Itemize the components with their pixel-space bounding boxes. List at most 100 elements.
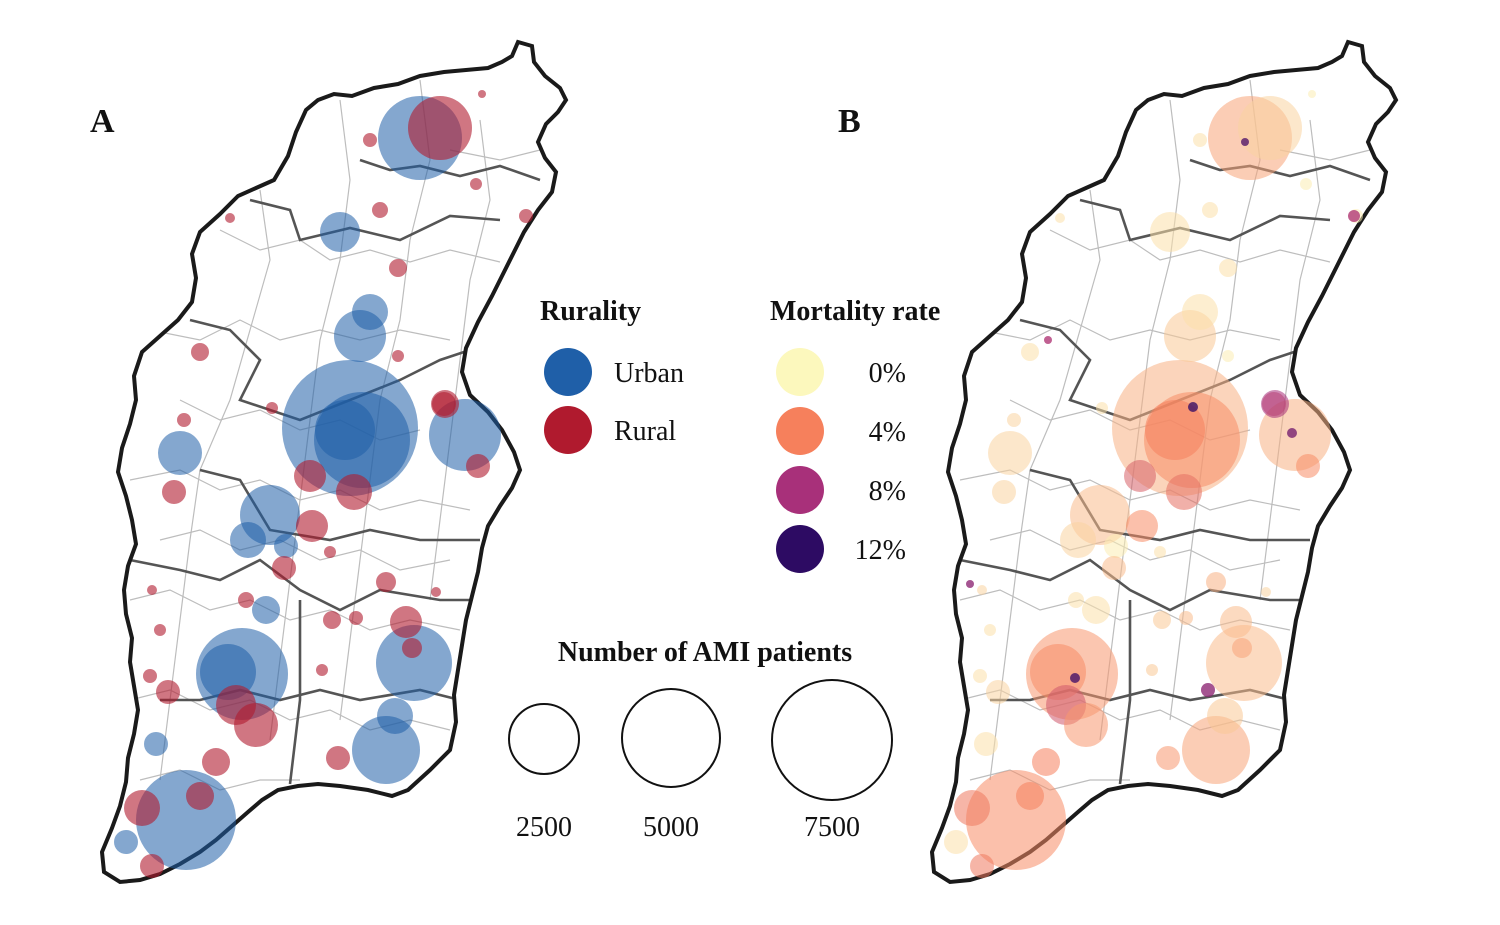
mortality-bubble — [1188, 402, 1198, 412]
legend-mortality-0-label: 0% — [869, 358, 906, 389]
legend-mortality-12-label: 12% — [855, 535, 906, 566]
rural-bubble — [294, 460, 326, 492]
mortality-bubble — [1220, 606, 1252, 638]
bubbles-b — [944, 90, 1363, 878]
urban-bubble — [377, 698, 413, 734]
rural-bubble — [191, 343, 209, 361]
mortality-bubble — [988, 431, 1032, 475]
rural-bubble — [431, 587, 441, 597]
legend-mortality-12-swatch — [776, 525, 824, 573]
panel-label-b: B — [838, 103, 861, 140]
mortality-bubble — [954, 790, 990, 826]
rural-bubble — [372, 202, 388, 218]
mortality-bubble — [1348, 210, 1360, 222]
mortality-bubble — [1262, 392, 1286, 416]
mortality-bubble — [1182, 716, 1250, 784]
mortality-bubble — [1021, 343, 1039, 361]
urban-bubble — [230, 522, 266, 558]
panel-b-map: B — [838, 40, 1398, 884]
rural-bubble — [296, 510, 328, 542]
legend-mortality-8-swatch — [776, 466, 824, 514]
mortality-bubble — [973, 669, 987, 683]
mortality-bubble — [1222, 350, 1234, 362]
urban-bubble — [352, 716, 420, 784]
legend-size-2500-circle — [508, 703, 580, 775]
legend-rurality-title: Rurality — [540, 296, 641, 327]
legend-size-title: Number of AMI patients — [558, 637, 852, 668]
rural-bubble — [238, 592, 254, 608]
rural-bubble — [323, 611, 341, 629]
mortality-bubble — [1044, 336, 1052, 344]
mortality-bubble — [1096, 402, 1108, 414]
mortality-bubble — [1064, 703, 1108, 747]
rural-bubble — [389, 259, 407, 277]
mortality-bubble — [1156, 746, 1180, 770]
urban-bubble — [158, 431, 202, 475]
panel-label-a: A — [90, 103, 115, 140]
legend-size-2500-label: 2500 — [516, 812, 572, 843]
rural-bubble — [349, 611, 363, 625]
mortality-bubble — [1150, 212, 1190, 252]
legend-size-7500-label: 7500 — [804, 812, 860, 843]
legend-mortality-title: Mortality rate — [770, 296, 940, 327]
mortality-bubble — [1201, 683, 1215, 697]
mortality-bubble — [1124, 460, 1156, 492]
mortality-bubble — [1193, 133, 1207, 147]
urban-bubble — [252, 596, 280, 624]
rural-bubble — [177, 413, 191, 427]
rural-bubble — [326, 746, 350, 770]
rural-bubble — [432, 392, 456, 416]
legend-size-5000-label: 5000 — [643, 812, 699, 843]
mortality-bubble — [1232, 638, 1252, 658]
rural-bubble — [140, 854, 164, 878]
rural-bubble — [478, 90, 486, 98]
legend-rural-swatch — [544, 406, 592, 454]
mortality-bubble — [1060, 522, 1096, 558]
rural-bubble — [336, 474, 372, 510]
urban-bubble — [352, 294, 388, 330]
rural-bubble — [266, 402, 278, 414]
mortality-bubble — [1154, 546, 1166, 558]
mortality-bubble — [1102, 556, 1126, 580]
legend-size-5000-circle — [621, 688, 721, 788]
legend-mortality-4-swatch — [776, 407, 824, 455]
mortality-bubble — [1007, 413, 1021, 427]
mortality-bubble — [1300, 178, 1312, 190]
mortality-bubble — [1068, 592, 1084, 608]
legend-urban-swatch — [544, 348, 592, 396]
mortality-bubble — [1179, 611, 1193, 625]
bubbles-a — [114, 90, 533, 878]
rural-bubble — [402, 638, 422, 658]
rural-bubble — [272, 556, 296, 580]
legend-rural-label: Rural — [614, 416, 676, 447]
mortality-bubble — [986, 680, 1010, 704]
rural-bubble — [156, 680, 180, 704]
rural-bubble — [519, 209, 533, 223]
mortality-bubble — [974, 732, 998, 756]
legend-mortality-0-swatch — [776, 348, 824, 396]
rural-bubble — [466, 454, 490, 478]
mortality-bubble — [1104, 534, 1128, 558]
urban-bubble — [114, 830, 138, 854]
mortality-bubble — [1126, 510, 1158, 542]
mortality-bubble — [1055, 213, 1065, 223]
mortality-bubble — [1146, 664, 1158, 676]
rural-bubble — [234, 703, 278, 747]
mortality-bubble — [1207, 698, 1243, 734]
mortality-bubble — [1016, 782, 1044, 810]
rural-bubble — [154, 624, 166, 636]
mortality-bubble — [1145, 400, 1205, 460]
mortality-bubble — [1032, 748, 1060, 776]
mortality-bubble — [977, 585, 987, 595]
mortality-bubble — [944, 830, 968, 854]
mortality-bubble — [984, 624, 996, 636]
mortality-bubble — [1308, 90, 1316, 98]
mortality-bubble — [1287, 428, 1297, 438]
mortality-bubble — [1166, 474, 1202, 510]
mortality-bubble — [1261, 587, 1271, 597]
rural-bubble — [324, 546, 336, 558]
rural-bubble — [186, 782, 214, 810]
rural-bubble — [390, 606, 422, 638]
mortality-bubble — [1238, 96, 1302, 160]
